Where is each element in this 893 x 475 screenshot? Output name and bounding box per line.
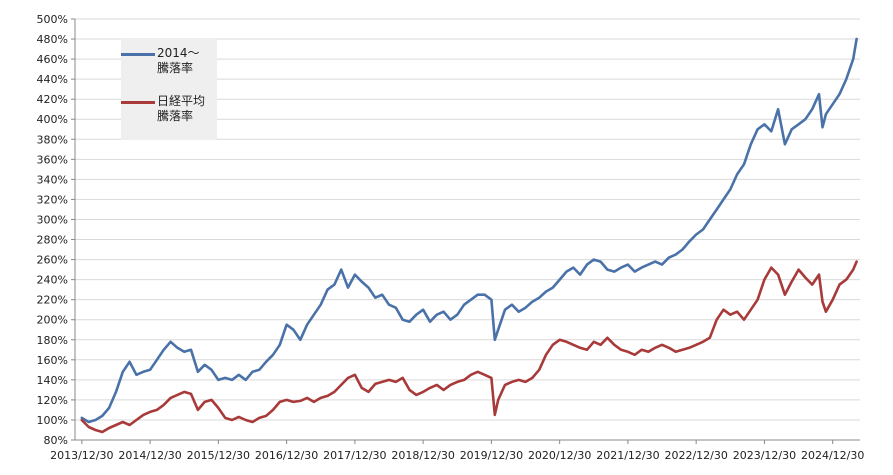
x-tick-label: 2014/12/30 bbox=[118, 449, 181, 462]
x-tick-label: 2017/12/30 bbox=[323, 449, 386, 462]
legend-swatch-portfolio bbox=[121, 53, 155, 56]
series-lines bbox=[80, 37, 858, 434]
y-tick-label: 480% bbox=[37, 33, 68, 46]
y-tick-label: 400% bbox=[37, 113, 68, 126]
y-tick-label: 80% bbox=[44, 434, 68, 447]
x-tick-labels: 2013/12/30 2014/12/30 2015/12/30 2016/12/30… bbox=[50, 449, 864, 462]
y-tick-label: 240% bbox=[37, 274, 68, 287]
y-tick-label: 360% bbox=[37, 153, 68, 166]
y-tick-labels: 80% 100% 120% 140% 160% 180% 200% 220% 240% 260% 2… bbox=[37, 13, 68, 447]
series-line-nikkei bbox=[80, 260, 858, 434]
y-tick-label: 140% bbox=[37, 374, 68, 387]
axes bbox=[71, 18, 860, 444]
y-tick-label: 120% bbox=[37, 394, 68, 407]
legend-swatch-nikkei bbox=[121, 101, 155, 104]
y-tick-label: 200% bbox=[37, 314, 68, 327]
legend-label-portfolio: 2014～ 騰落率 bbox=[157, 46, 200, 75]
legend-item-nikkei: 日経平均 騰落率 bbox=[121, 94, 205, 124]
y-tick-label: 340% bbox=[37, 173, 68, 186]
y-tick-label: 380% bbox=[37, 133, 68, 146]
y-tick-label: 160% bbox=[37, 354, 68, 367]
legend-label-nikkei: 日経平均 騰落率 bbox=[157, 94, 206, 123]
x-tick-label: 2019/12/30 bbox=[460, 449, 523, 462]
y-tick-label: 280% bbox=[37, 234, 68, 247]
x-tick-label: 2021/12/30 bbox=[596, 449, 659, 462]
y-tick-label: 440% bbox=[37, 73, 68, 86]
y-tick-label: 500% bbox=[37, 13, 68, 26]
x-tick-label: 2013/12/30 bbox=[50, 449, 113, 462]
y-tick-label: 220% bbox=[37, 294, 68, 307]
x-tick-label: 2018/12/30 bbox=[391, 449, 454, 462]
x-tick-label: 2024/12/30 bbox=[801, 449, 864, 462]
y-tick-label: 300% bbox=[37, 213, 68, 226]
x-tick-label: 2016/12/30 bbox=[255, 449, 318, 462]
y-tick-label: 320% bbox=[37, 193, 68, 206]
x-tick-label: 2020/12/30 bbox=[528, 449, 591, 462]
grid-lines bbox=[75, 18, 860, 421]
y-tick-label: 100% bbox=[37, 414, 68, 427]
y-tick-label: 420% bbox=[37, 93, 68, 106]
x-tick-label: 2023/12/30 bbox=[733, 449, 796, 462]
x-tick-label: 2015/12/30 bbox=[187, 449, 250, 462]
legend-item-portfolio: 2014～ 騰落率 bbox=[121, 46, 200, 76]
x-tick-label: 2022/12/30 bbox=[664, 449, 727, 462]
series-line-portfolio bbox=[80, 37, 858, 424]
y-tick-label: 260% bbox=[37, 254, 68, 267]
y-tick-label: 460% bbox=[37, 53, 68, 66]
legend: 2014～ 騰落率 日経平均 騰落率 bbox=[121, 38, 217, 140]
y-tick-label: 180% bbox=[37, 334, 68, 347]
